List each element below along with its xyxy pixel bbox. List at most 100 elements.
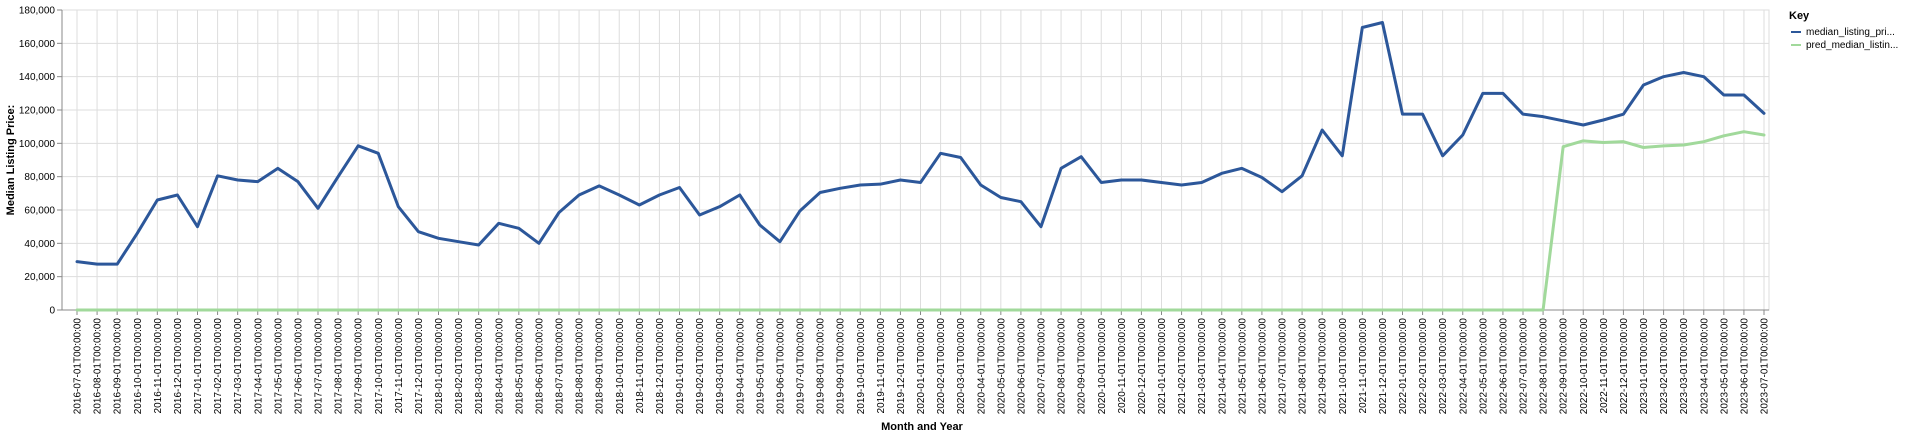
x-tick-label: 2020-03-01T00:00:00 bbox=[956, 318, 967, 415]
x-tick-label: 2021-09-01T00:00:00 bbox=[1318, 318, 1329, 415]
x-tick-label: 2020-05-01T00:00:00 bbox=[996, 318, 1007, 415]
x-tick-label: 2016-11-01T00:00:00 bbox=[153, 318, 164, 414]
x-tick-label: 2016-07-01T00:00:00 bbox=[73, 318, 84, 415]
x-tick-label: 2022-09-01T00:00:00 bbox=[1559, 318, 1570, 415]
x-tick-label: 2020-06-01T00:00:00 bbox=[1016, 318, 1027, 415]
x-tick-label: 2021-12-01T00:00:00 bbox=[1378, 318, 1389, 415]
x-tick-label: 2020-09-01T00:00:00 bbox=[1077, 318, 1088, 415]
x-tick-label: 2020-01-01T00:00:00 bbox=[916, 318, 927, 415]
x-tick-label: 2018-06-01T00:00:00 bbox=[534, 318, 545, 415]
x-axis-title: Month and Year bbox=[881, 421, 963, 433]
x-tick-label: 2023-05-01T00:00:00 bbox=[1719, 318, 1730, 415]
x-tick-label: 2017-12-01T00:00:00 bbox=[414, 318, 425, 415]
x-tick-label: 2021-05-01T00:00:00 bbox=[1237, 318, 1248, 415]
x-tick-label: 2018-07-01T00:00:00 bbox=[555, 318, 566, 415]
y-tick-label: 80,000 bbox=[24, 172, 55, 183]
y-tick-label: 140,000 bbox=[19, 72, 56, 83]
x-tick-label: 2018-08-01T00:00:00 bbox=[575, 318, 586, 415]
x-tick-label: 2018-09-01T00:00:00 bbox=[595, 318, 606, 415]
y-tick-label: 180,000 bbox=[19, 6, 56, 17]
x-tick-label: 2017-05-01T00:00:00 bbox=[273, 318, 284, 415]
x-tick-label: 2018-10-01T00:00:00 bbox=[615, 318, 626, 415]
x-tick-label: 2019-06-01T00:00:00 bbox=[775, 318, 786, 415]
x-tick-label: 2018-02-01T00:00:00 bbox=[454, 318, 465, 415]
x-tick-label: 2019-01-01T00:00:00 bbox=[675, 318, 686, 415]
x-axis: 2016-07-01T00:00:00 2016-08-01T00:00:00 20… bbox=[62, 309, 1771, 415]
x-tick-label: 2019-11-01T00:00:00 bbox=[876, 318, 887, 414]
x-tick-label: 2019-02-01T00:00:00 bbox=[695, 318, 706, 415]
x-tick-label: 2017-02-01T00:00:00 bbox=[213, 318, 224, 415]
x-tick-label: 2022-02-01T00:00:00 bbox=[1418, 318, 1429, 415]
x-tick-label: 2022-04-01T00:00:00 bbox=[1458, 318, 1469, 415]
x-tick-label: 2020-08-01T00:00:00 bbox=[1057, 318, 1068, 415]
x-tick-label: 2016-12-01T00:00:00 bbox=[173, 318, 184, 415]
grid-lines bbox=[61, 9, 1770, 311]
y-tick-label: 100,000 bbox=[19, 139, 56, 150]
x-tick-label: 2020-02-01T00:00:00 bbox=[936, 318, 947, 415]
x-tick-label: 2021-02-01T00:00:00 bbox=[1177, 318, 1188, 415]
x-tick-label: 2017-06-01T00:00:00 bbox=[293, 318, 304, 415]
x-tick-label: 2020-12-01T00:00:00 bbox=[1137, 318, 1148, 415]
x-tick-label: 2018-11-01T00:00:00 bbox=[635, 318, 646, 414]
x-tick-label: 2018-05-01T00:00:00 bbox=[514, 318, 525, 415]
x-tick-label: 2021-10-01T00:00:00 bbox=[1338, 318, 1349, 415]
x-tick-label: 2017-04-01T00:00:00 bbox=[253, 318, 264, 415]
x-tick-label: 2022-11-01T00:00:00 bbox=[1599, 318, 1610, 414]
x-tick-label: 2021-03-01T00:00:00 bbox=[1197, 318, 1208, 415]
x-tick-label: 2016-08-01T00:00:00 bbox=[93, 318, 104, 415]
x-tick-label: 2022-07-01T00:00:00 bbox=[1519, 318, 1530, 415]
x-tick-label: 2021-06-01T00:00:00 bbox=[1257, 318, 1268, 415]
y-axis: 0 20,000 40,000 60,000 80,000 100,000 120,000 1… bbox=[19, 6, 63, 317]
x-tick-label: 2020-11-01T00:00:00 bbox=[1117, 318, 1128, 414]
legend-label-median: median_listing_pri... bbox=[1806, 27, 1895, 38]
x-tick-label: 2023-01-01T00:00:00 bbox=[1639, 318, 1650, 415]
y-tick-label: 20,000 bbox=[24, 272, 55, 283]
y-tick-label: 120,000 bbox=[19, 106, 56, 117]
x-tick-label: 2023-02-01T00:00:00 bbox=[1659, 318, 1670, 415]
x-tick-label: 2017-09-01T00:00:00 bbox=[354, 318, 365, 415]
x-tick-label: 2023-06-01T00:00:00 bbox=[1739, 318, 1750, 415]
x-tick-label: 2022-10-01T00:00:00 bbox=[1579, 318, 1590, 415]
x-tick-label: 2020-04-01T00:00:00 bbox=[976, 318, 987, 415]
legend-title: Key bbox=[1789, 10, 1810, 22]
x-tick-label: 2017-03-01T00:00:00 bbox=[233, 318, 244, 415]
x-tick-label: 2019-07-01T00:00:00 bbox=[796, 318, 807, 415]
x-tick-label: 2022-05-01T00:00:00 bbox=[1478, 318, 1489, 415]
y-tick-label: 40,000 bbox=[24, 239, 55, 250]
x-tick-label: 2019-10-01T00:00:00 bbox=[856, 318, 867, 415]
x-tick-label: 2021-07-01T00:00:00 bbox=[1278, 318, 1289, 415]
x-tick-label: 2017-08-01T00:00:00 bbox=[334, 318, 345, 415]
x-tick-label: 2017-01-01T00:00:00 bbox=[193, 318, 204, 415]
series-line-median-listing-price bbox=[75, 21, 1766, 266]
x-tick-label: 2016-10-01T00:00:00 bbox=[133, 318, 144, 415]
y-tick-label: 0 bbox=[49, 306, 55, 317]
x-tick-label: 2019-09-01T00:00:00 bbox=[836, 318, 847, 415]
x-tick-label: 2018-01-01T00:00:00 bbox=[434, 318, 445, 415]
x-tick-label: 2022-03-01T00:00:00 bbox=[1438, 318, 1449, 415]
x-tick-label: 2019-08-01T00:00:00 bbox=[816, 318, 827, 415]
x-tick-label: 2021-08-01T00:00:00 bbox=[1298, 318, 1309, 415]
y-tick-label: 60,000 bbox=[24, 206, 55, 217]
x-tick-label: 2016-09-01T00:00:00 bbox=[113, 318, 124, 415]
x-tick-label: 2018-03-01T00:00:00 bbox=[474, 318, 485, 415]
x-tick-label: 2017-11-01T00:00:00 bbox=[394, 318, 405, 414]
x-tick-label: 2022-01-01T00:00:00 bbox=[1398, 318, 1409, 415]
legend-label-pred: pred_median_listin... bbox=[1806, 40, 1898, 51]
x-tick-label: 2019-05-01T00:00:00 bbox=[755, 318, 766, 415]
x-tick-label: 2020-07-01T00:00:00 bbox=[1037, 318, 1048, 415]
x-tick-label: 2019-12-01T00:00:00 bbox=[896, 318, 907, 415]
x-tick-label: 2017-10-01T00:00:00 bbox=[374, 318, 385, 415]
x-tick-label: 2017-07-01T00:00:00 bbox=[314, 318, 325, 415]
y-axis-title: Median Listing Price: bbox=[5, 105, 17, 216]
x-tick-label: 2022-12-01T00:00:00 bbox=[1619, 318, 1630, 415]
series-line-pred-median-listing-price bbox=[75, 130, 1766, 312]
x-tick-label: 2023-07-01T00:00:00 bbox=[1760, 318, 1771, 415]
y-tick-label: 160,000 bbox=[19, 39, 56, 50]
x-tick-label: 2020-10-01T00:00:00 bbox=[1097, 318, 1108, 415]
x-tick-label: 2022-08-01T00:00:00 bbox=[1539, 318, 1550, 415]
series-lines bbox=[75, 21, 1766, 312]
legend: Key median_listing_pri... pred_median_li… bbox=[1789, 10, 1898, 51]
x-tick-label: 2019-04-01T00:00:00 bbox=[735, 318, 746, 415]
x-tick-label: 2021-04-01T00:00:00 bbox=[1217, 318, 1228, 415]
